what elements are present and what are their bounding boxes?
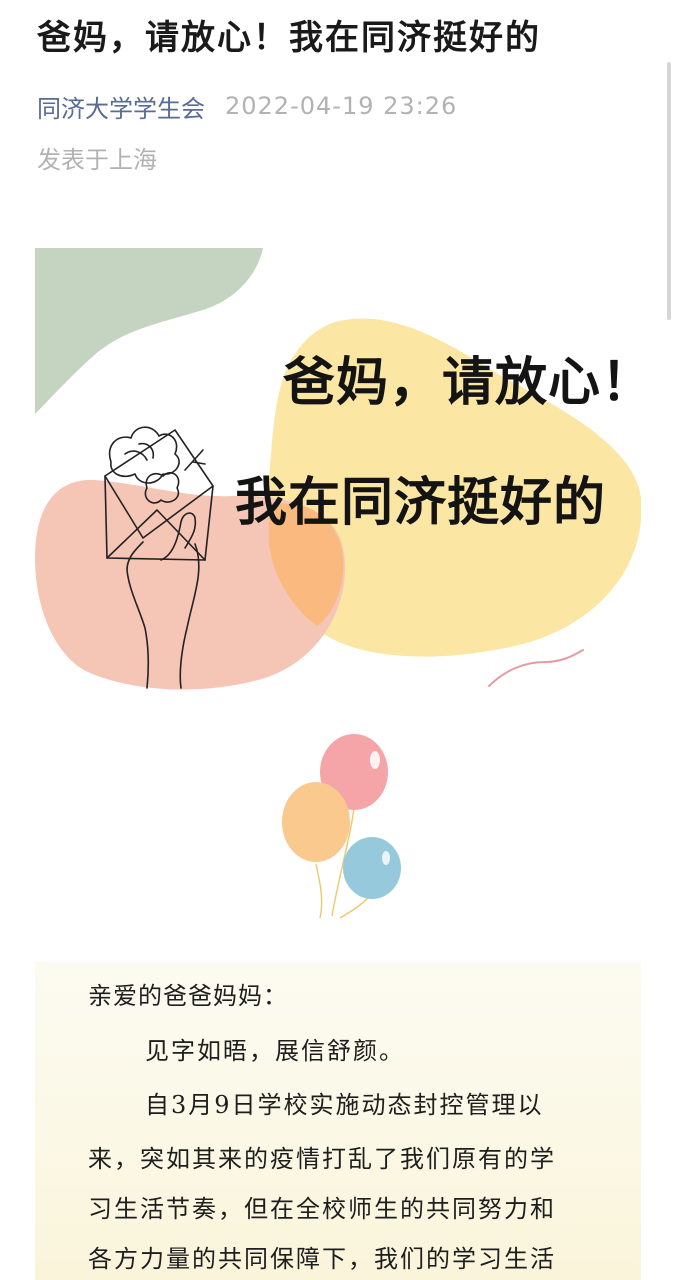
account-name-link[interactable]: 同济大学学生会 [37,94,205,123]
scrollbar[interactable] [667,62,671,320]
letter-section: 亲爱的爸爸妈妈： 见字如晤，展信舒颜。 自3月9日学校实施动态封控管理以 来，突… [35,962,641,1280]
balloon-orange [282,782,350,862]
cover-title-line-2: 我在同济挺好的 [235,473,607,533]
cover-image: 爸妈，请放心！ 我在同济挺好的 [35,248,641,698]
balloon-blue [343,837,401,899]
yellow-blob [265,318,641,657]
publish-time: 2022-04-19 23:26 [225,92,458,120]
green-blob [35,248,263,414]
balloons-icon [282,734,401,919]
letter-line: 见字如晤，展信舒颜。 [145,1037,405,1065]
letter-line: 习生活节奏，但在全校师生的共同努力和 [88,1195,556,1223]
letter-greeting: 亲爱的爸爸妈妈： [88,982,288,1010]
letter-line: 来，突如其来的疫情打乱了我们原有的学 [88,1145,556,1173]
letter-line: 自3月9日学校实施动态封控管理以 [145,1091,544,1119]
cover-title-line-1: 爸妈，请放心！ [283,353,641,413]
letter-line: 各方力量的共同保障下，我们的学习生活 [88,1245,556,1273]
article-title: 爸妈，请放心！我在同济挺好的 [37,18,541,58]
overlap-blob [269,503,344,626]
cover-illustration [35,248,641,690]
pink-blob [35,479,345,690]
squiggle-decor [488,649,584,687]
article-meta: 同济大学学生会 2022-04-19 23:26 [37,88,457,124]
envelope-drawing [104,426,214,689]
publish-location: 发表于上海 [37,146,157,174]
